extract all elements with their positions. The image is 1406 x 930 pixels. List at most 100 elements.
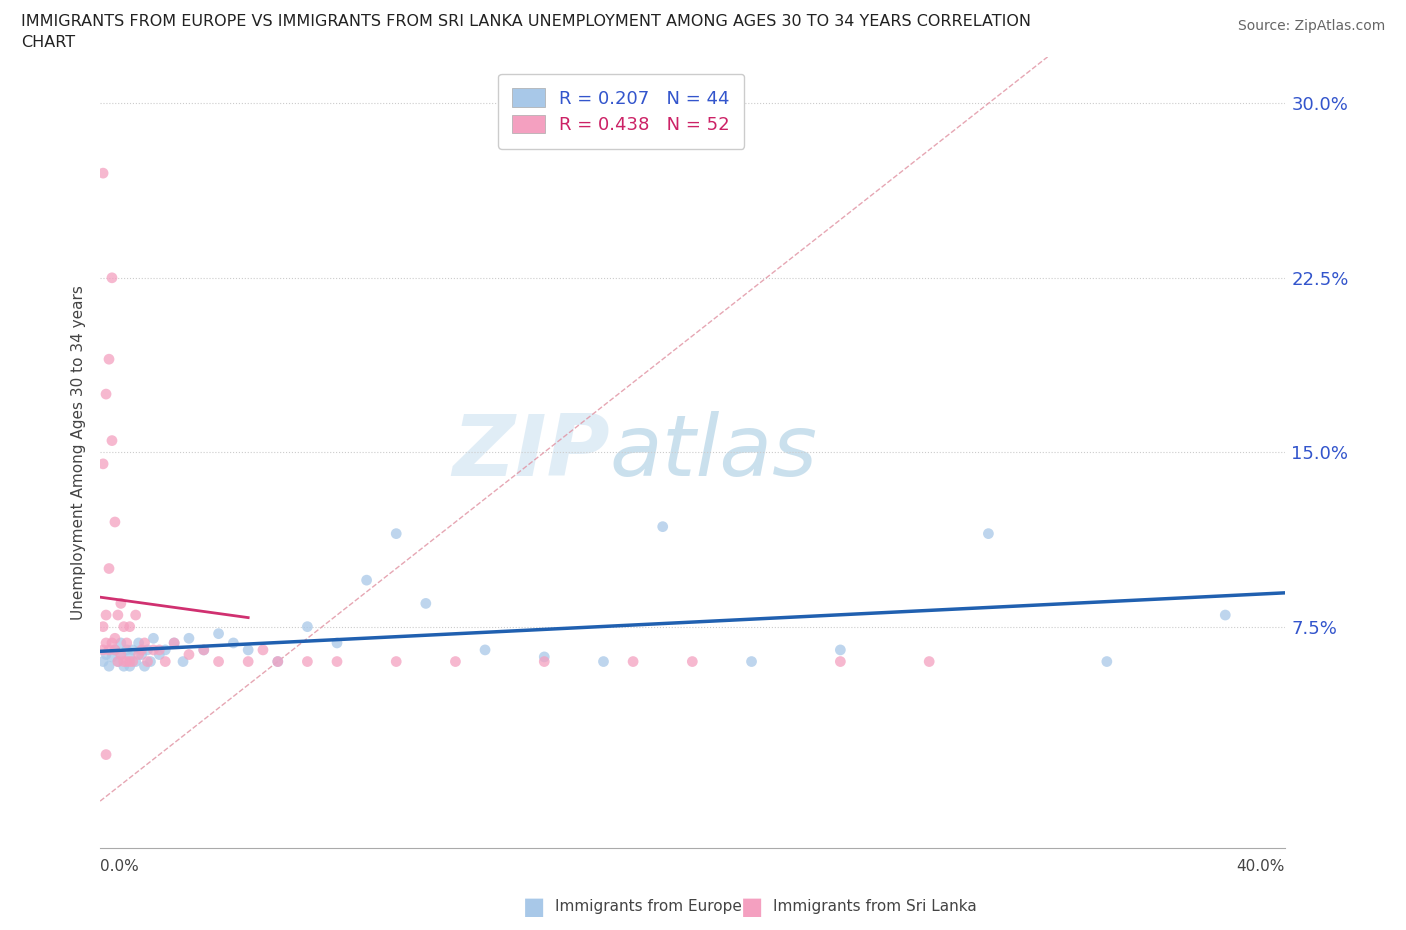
Immigrants from Sri Lanka [267,654,290,669]
Immigrants from Sri Lanka [110,647,132,662]
Immigrants from Europe [238,643,260,658]
Immigrants from Sri Lanka [94,607,117,622]
Immigrants from Europe [741,654,763,669]
Immigrants from Sri Lanka [444,654,467,669]
Immigrants from Europe [155,643,177,658]
Immigrants from Europe [267,654,290,669]
Immigrants from Sri Lanka [830,654,852,669]
Text: ■: ■ [741,895,763,919]
Immigrants from Europe [101,649,124,664]
Immigrants from Europe [107,654,129,669]
Immigrants from Europe [177,631,200,645]
Immigrants from Sri Lanka [155,654,177,669]
Immigrants from Sri Lanka [385,654,408,669]
Immigrants from Europe [128,635,150,650]
Immigrants from Europe [118,649,141,664]
Immigrants from Sri Lanka [252,643,274,658]
Immigrants from Europe [1213,607,1236,622]
Immigrants from Sri Lanka [207,654,229,669]
Immigrants from Sri Lanka [112,654,135,669]
Immigrants from Europe [163,635,186,650]
Text: atlas: atlas [609,411,817,494]
Immigrants from Europe [118,658,141,673]
Immigrants from Sri Lanka [163,635,186,650]
Immigrants from Europe [977,526,1000,541]
Immigrants from Europe [110,647,132,662]
Immigrants from Sri Lanka [136,654,159,669]
Immigrants from Sri Lanka [98,352,121,366]
Text: CHART: CHART [21,35,75,50]
Immigrants from Sri Lanka [91,166,114,180]
Immigrants from Europe [1095,654,1118,669]
Immigrants from Sri Lanka [98,643,121,658]
Immigrants from Sri Lanka [91,619,114,634]
Immigrants from Sri Lanka [104,643,127,658]
Immigrants from Sri Lanka [128,647,150,662]
Immigrants from Sri Lanka [107,607,129,622]
Immigrants from Europe [148,647,170,662]
Immigrants from Sri Lanka [131,643,153,658]
Immigrants from Sri Lanka [918,654,941,669]
Immigrants from Europe [830,643,852,658]
Immigrants from Europe [172,654,194,669]
Immigrants from Europe [98,658,121,673]
Immigrants from Europe [134,658,156,673]
Immigrants from Sri Lanka [118,619,141,634]
Immigrants from Europe [131,647,153,662]
Immigrants from Sri Lanka [94,635,117,650]
Immigrants from Europe [142,631,165,645]
Immigrants from Sri Lanka [101,635,124,650]
Immigrants from Sri Lanka [107,654,129,669]
Immigrants from Europe [112,658,135,673]
Immigrants from Europe [136,643,159,658]
Text: 40.0%: 40.0% [1236,859,1285,874]
Immigrants from Europe [474,643,496,658]
Text: Immigrants from Europe: Immigrants from Europe [555,899,742,914]
Immigrants from Sri Lanka [148,643,170,658]
Immigrants from Sri Lanka [681,654,703,669]
Immigrants from Sri Lanka [121,654,143,669]
Immigrants from Sri Lanka [110,596,132,611]
Text: 0.0%: 0.0% [100,859,139,874]
Immigrants from Europe [124,654,146,669]
Legend: R = 0.207   N = 44, R = 0.438   N = 52: R = 0.207 N = 44, R = 0.438 N = 52 [498,73,745,149]
Text: ZIP: ZIP [451,411,609,494]
Immigrants from Europe [533,649,555,664]
Immigrants from Europe [193,643,215,658]
Immigrants from Sri Lanka [533,654,555,669]
Immigrants from Europe [115,643,138,658]
Immigrants from Sri Lanka [94,747,117,762]
Immigrants from Europe [207,626,229,641]
Immigrants from Sri Lanka [104,514,127,529]
Immigrants from Sri Lanka [101,271,124,286]
Immigrants from Europe [651,519,673,534]
Immigrants from Sri Lanka [238,654,260,669]
Text: Source: ZipAtlas.com: Source: ZipAtlas.com [1237,19,1385,33]
Immigrants from Sri Lanka [297,654,319,669]
Immigrants from Europe [356,573,378,588]
Immigrants from Europe [385,526,408,541]
Immigrants from Europe [110,635,132,650]
Immigrants from Sri Lanka [193,643,215,658]
Immigrants from Europe [91,654,114,669]
Immigrants from Europe [297,619,319,634]
Immigrants from Sri Lanka [115,654,138,669]
Immigrants from Sri Lanka [326,654,349,669]
Immigrants from Sri Lanka [94,387,117,402]
Immigrants from Sri Lanka [91,457,114,472]
Immigrants from Sri Lanka [142,643,165,658]
Text: Immigrants from Sri Lanka: Immigrants from Sri Lanka [773,899,977,914]
Immigrants from Sri Lanka [621,654,644,669]
Immigrants from Sri Lanka [177,647,200,662]
Immigrants from Europe [121,643,143,658]
Immigrants from Europe [326,635,349,650]
Immigrants from Sri Lanka [98,561,121,576]
Y-axis label: Unemployment Among Ages 30 to 34 years: Unemployment Among Ages 30 to 34 years [72,285,86,619]
Immigrants from Sri Lanka [118,654,141,669]
Immigrants from Europe [415,596,437,611]
Immigrants from Sri Lanka [101,433,124,448]
Immigrants from Europe [104,643,127,658]
Immigrants from Sri Lanka [104,631,127,645]
Immigrants from Sri Lanka [115,635,138,650]
Immigrants from Sri Lanka [112,619,135,634]
